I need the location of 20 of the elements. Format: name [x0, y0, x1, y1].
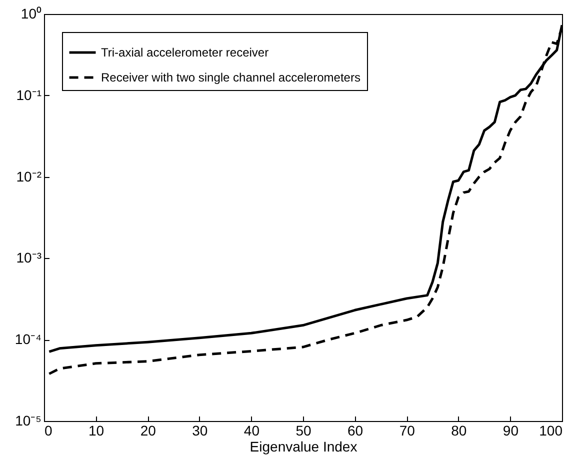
x-tick-label: 10 — [88, 422, 104, 438]
x-tick-label: 20 — [140, 422, 156, 438]
x-tick-label: 80 — [451, 422, 467, 438]
y-tick-label: 10⁰ — [20, 6, 42, 22]
x-tick-label: 100 — [539, 422, 563, 438]
y-tick-label: 10⁻¹ — [16, 86, 42, 103]
x-tick-label: 0 — [44, 422, 52, 438]
x-tick-label: 50 — [296, 422, 312, 438]
y-tick-label: 10⁻⁴ — [14, 331, 42, 348]
x-tick-label: 40 — [244, 422, 260, 438]
x-tick-label: 70 — [399, 422, 416, 438]
legend-label: Tri-axial accelerometer receiver — [101, 46, 269, 60]
x-tick-label: 90 — [502, 422, 519, 438]
legend-label: Receiver with two single channel accelerometers — [101, 70, 360, 84]
x-tick-label: 60 — [348, 422, 364, 438]
x-axis-title: Eigenvalue Index — [250, 438, 358, 454]
y-tick-label: 10⁻³ — [16, 250, 42, 266]
y-tick-label: 10⁻² — [16, 168, 42, 184]
x-tick-label: 30 — [192, 422, 208, 438]
y-tick-label: 10⁻⁵ — [15, 412, 42, 428]
